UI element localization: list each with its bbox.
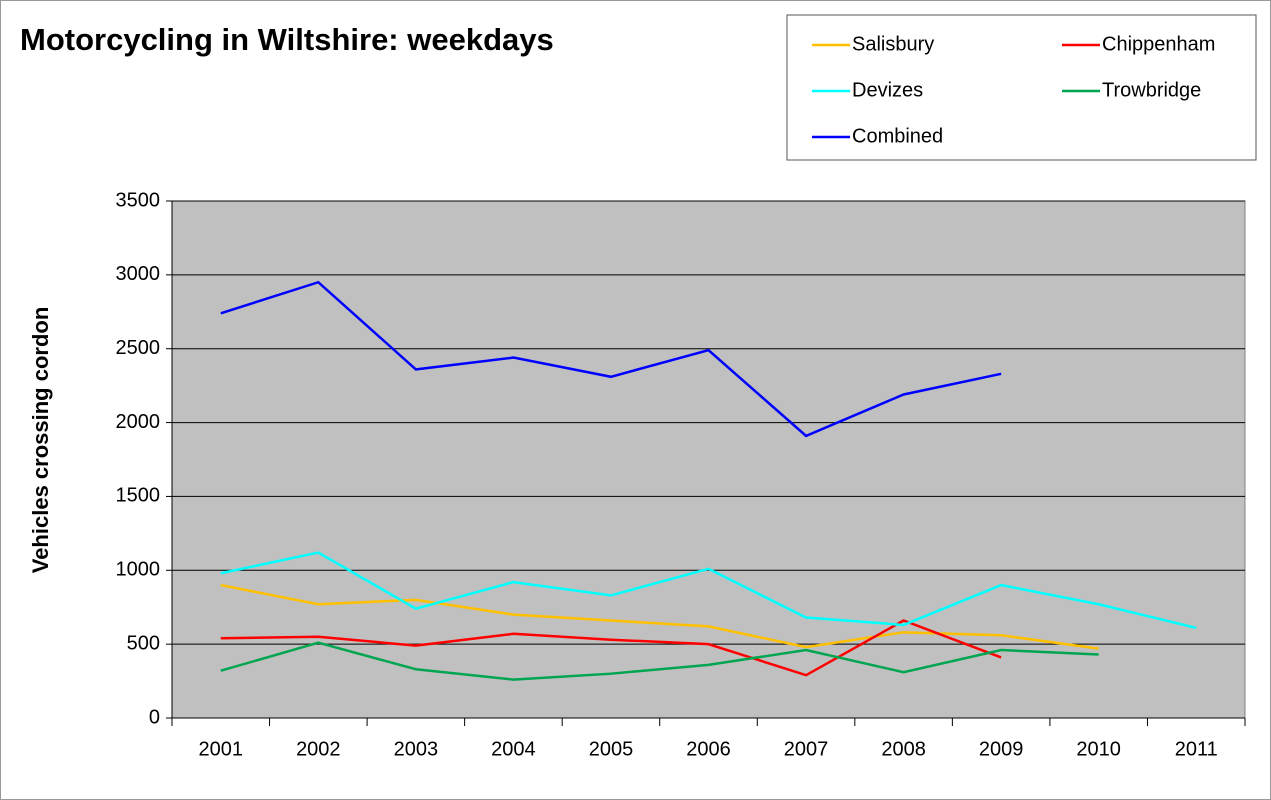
legend-label: Salisbury	[852, 33, 934, 55]
legend-label: Combined	[852, 125, 943, 147]
x-tick-label: 2010	[1076, 738, 1121, 760]
y-tick-label: 3000	[116, 263, 161, 285]
x-tick-label: 2001	[199, 738, 244, 760]
y-axis-label: Vehicles crossing cordon	[28, 307, 53, 574]
series-line	[220, 641, 1099, 681]
x-tick-label: 2003	[394, 738, 439, 760]
x-tick-label: 2002	[296, 738, 341, 760]
x-tick-label: 2011	[1175, 738, 1218, 760]
x-tick-label: 2008	[881, 738, 926, 760]
y-tick-label: 2000	[116, 411, 161, 433]
legend-label: Devizes	[852, 79, 923, 101]
y-tick-label: 1500	[116, 485, 161, 507]
series-line	[220, 280, 1002, 438]
legend-label: Trowbridge	[1102, 79, 1201, 101]
x-tick-label: 2004	[491, 738, 536, 760]
plot-area	[171, 200, 1246, 719]
chart-title: Motorcycling in Wiltshire: weekdays	[20, 22, 554, 57]
legend-label: Chippenham	[1102, 33, 1215, 55]
y-tick-label: 2500	[116, 337, 161, 359]
x-tick-label: 2006	[686, 738, 731, 760]
series-line	[220, 551, 1197, 630]
series-line	[220, 619, 1002, 677]
x-tick-label: 2005	[589, 738, 634, 760]
x-tick-label: 2009	[979, 738, 1024, 760]
legend-box	[786, 14, 1257, 161]
y-tick-label: 3500	[116, 189, 161, 211]
x-tick-label: 2007	[784, 738, 829, 760]
y-tick-label: 1000	[116, 559, 161, 581]
y-tick-label: 500	[127, 632, 160, 654]
series-line	[220, 583, 1099, 650]
y-tick-label: 0	[149, 706, 160, 728]
